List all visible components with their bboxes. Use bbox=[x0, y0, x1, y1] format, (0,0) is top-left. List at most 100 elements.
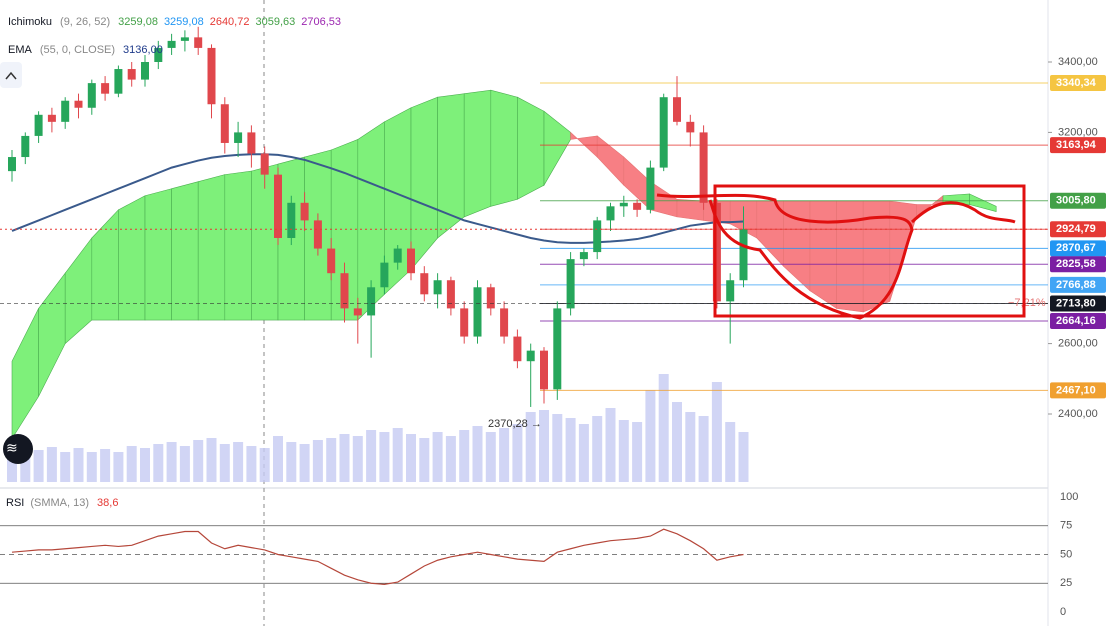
candle-body bbox=[420, 273, 429, 295]
candle-body bbox=[579, 252, 588, 260]
candle-body bbox=[353, 308, 362, 316]
volume-bar bbox=[113, 452, 124, 482]
candle-body bbox=[433, 280, 442, 295]
candle-body bbox=[340, 273, 349, 309]
candle-body bbox=[686, 121, 695, 133]
candle-body bbox=[553, 308, 562, 390]
price-badge-label: 2766,88 bbox=[1056, 279, 1096, 291]
volume-bar bbox=[20, 454, 31, 482]
cloud-segment bbox=[144, 188, 172, 321]
volume-bar bbox=[618, 420, 629, 482]
volume-bar bbox=[432, 432, 443, 482]
change-label: −7,21% bbox=[1008, 297, 1046, 309]
rsi-tick-label: 100 bbox=[1060, 491, 1078, 503]
cloud-segment bbox=[171, 181, 199, 321]
annotation-box bbox=[713, 184, 1026, 318]
cloud-segment bbox=[197, 174, 226, 321]
indicator-readout: 3059,63 bbox=[255, 16, 295, 28]
candle-body bbox=[619, 202, 628, 207]
indicator-name: Ichimoku bbox=[8, 16, 52, 28]
candle-body bbox=[446, 280, 455, 309]
indicator-readout: 2706,53 bbox=[301, 16, 341, 28]
candle-body bbox=[61, 100, 70, 122]
rsi-line bbox=[11, 528, 744, 586]
volume-bar bbox=[219, 444, 230, 482]
volume-bar bbox=[379, 432, 390, 482]
volume-bar bbox=[86, 452, 97, 482]
candle-body bbox=[260, 153, 269, 175]
collapse-button[interactable] bbox=[0, 62, 22, 88]
cloud-segment bbox=[490, 89, 518, 207]
candle-body bbox=[234, 132, 243, 143]
volume-bar bbox=[166, 442, 177, 482]
candle-body bbox=[367, 287, 376, 316]
indicator-readout: 2640,72 bbox=[210, 16, 250, 28]
volume-bar bbox=[179, 446, 190, 482]
candle-body bbox=[47, 114, 56, 122]
volume-bar bbox=[233, 442, 244, 482]
low-label: 2370,28 → bbox=[488, 418, 542, 430]
volume-bar bbox=[419, 438, 430, 482]
volume-bar bbox=[273, 436, 283, 482]
volume-bar bbox=[472, 426, 483, 482]
price-badge-label: 2664,16 bbox=[1056, 315, 1096, 327]
volume-bar bbox=[286, 442, 297, 482]
candle-body bbox=[566, 259, 575, 309]
candle-body bbox=[8, 157, 16, 172]
indicator-readout: 3259,08 bbox=[164, 16, 204, 28]
volume-bar bbox=[578, 424, 589, 482]
price-badge bbox=[1050, 192, 1106, 209]
cloud-segment bbox=[437, 93, 465, 239]
price-badge bbox=[1050, 137, 1106, 154]
indicator-readout: 3259,08 bbox=[118, 16, 158, 28]
logo bbox=[3, 434, 33, 464]
ema-line bbox=[11, 153, 744, 244]
cloud-segment bbox=[463, 89, 492, 218]
rsi-readout: 38,6 bbox=[97, 497, 118, 509]
y-tick-label: 3400,00 bbox=[1058, 56, 1098, 68]
candle-body bbox=[327, 248, 336, 274]
volume-bar bbox=[366, 430, 377, 482]
candle-body bbox=[712, 202, 721, 302]
candle-body bbox=[513, 336, 522, 362]
volume-bar bbox=[193, 440, 204, 482]
candle-body bbox=[300, 202, 309, 221]
candle-body bbox=[526, 350, 535, 362]
candle-body bbox=[21, 135, 30, 158]
rsi-tick-label: 75 bbox=[1060, 520, 1072, 532]
volume-bar bbox=[73, 448, 84, 482]
price-badge-label: 3005,80 bbox=[1056, 195, 1096, 207]
volume-bar bbox=[312, 440, 323, 482]
cloud-segment bbox=[836, 200, 864, 313]
volume-bar bbox=[445, 436, 456, 482]
candle-body bbox=[141, 62, 149, 80]
cloud-segment bbox=[118, 195, 146, 321]
volume-bar bbox=[60, 452, 71, 482]
volume-bar bbox=[539, 410, 549, 482]
price-badge-label: 2467,10 bbox=[1056, 384, 1096, 396]
volume-bar bbox=[525, 412, 536, 482]
price-badge bbox=[1050, 295, 1106, 312]
candle-body bbox=[393, 248, 402, 263]
volume-bar bbox=[259, 448, 270, 482]
candle-body bbox=[659, 97, 668, 168]
y-tick-label: 2600,00 bbox=[1058, 338, 1098, 350]
volume-bar bbox=[352, 436, 363, 482]
candle-body bbox=[247, 132, 256, 154]
volume-bar bbox=[126, 446, 137, 482]
price-badge bbox=[1050, 240, 1106, 257]
candle-body bbox=[486, 287, 495, 309]
price-badge-label: 2713,80 bbox=[1056, 297, 1096, 309]
price-badge bbox=[1050, 221, 1106, 238]
candle-body bbox=[540, 350, 548, 390]
indicator-params: (9, 26, 52) bbox=[60, 16, 110, 28]
volume-bar bbox=[46, 447, 57, 482]
volume-bar bbox=[499, 428, 510, 482]
volume-bar bbox=[738, 432, 749, 482]
volume-bar bbox=[33, 450, 44, 482]
cloud-segment bbox=[517, 96, 545, 200]
price-badge bbox=[1050, 256, 1106, 273]
price-badge-label: 2825,58 bbox=[1056, 258, 1096, 270]
price-badge-label: 3340,34 bbox=[1056, 77, 1097, 89]
